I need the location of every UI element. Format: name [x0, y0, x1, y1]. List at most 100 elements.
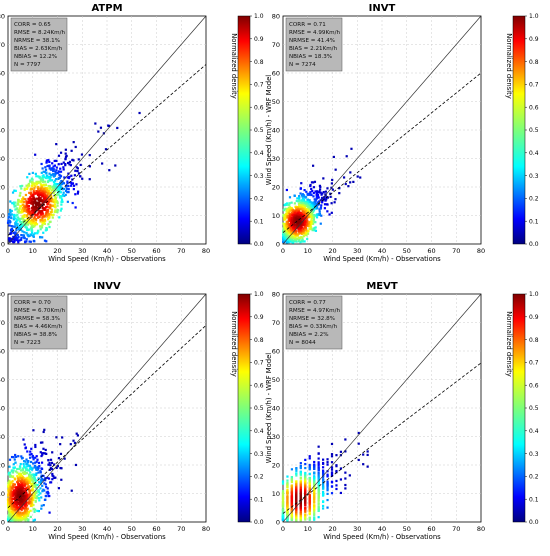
y-tick-label: 30 — [272, 433, 280, 441]
scatter-point-642 — [27, 485, 30, 489]
y-tick-label: 60 — [272, 69, 280, 77]
scatter-point-369 — [56, 188, 59, 192]
y-tick-label: 40 — [272, 404, 280, 412]
scatter-point-701 — [23, 507, 26, 510]
scatter-point-579 — [10, 485, 13, 488]
scatter-point-172 — [19, 462, 22, 466]
scatter-point-199 — [281, 482, 285, 485]
scatter-point-435 — [32, 492, 35, 495]
scatter-point-144 — [40, 504, 43, 507]
scatter-point-44 — [73, 174, 76, 177]
scatter-point-949 — [296, 219, 299, 223]
scatter-point-243 — [286, 479, 289, 482]
scatter-point-307 — [14, 217, 17, 220]
scatter-point-13 — [42, 430, 45, 434]
scatter-point-53 — [317, 191, 320, 194]
scatter-point-545 — [42, 184, 45, 187]
scatter-point-129 — [34, 466, 37, 469]
scatter-point-342 — [18, 519, 21, 522]
scatter-point-820 — [304, 503, 307, 507]
scatter-point-540 — [32, 183, 36, 186]
scatter-point-194 — [9, 220, 12, 223]
y-tick-label: 40 — [272, 126, 280, 134]
scatter-point-93 — [14, 453, 17, 457]
scatter-point-142 — [40, 507, 43, 510]
scatter-point-141 — [25, 240, 28, 243]
x-tick-label: 0 — [6, 525, 10, 533]
scatter-point-188 — [296, 197, 299, 200]
scatter-point-303 — [33, 232, 37, 235]
scatter-point-869 — [38, 210, 42, 213]
scatter-point-18 — [331, 188, 334, 191]
scatter-point-437 — [22, 220, 25, 223]
scatter-point-600 — [301, 208, 304, 211]
scatter-point-13 — [72, 141, 75, 144]
scatter-point-163 — [54, 170, 57, 173]
scatter-point-38 — [64, 158, 67, 161]
colorbar-tick-label: 0.9 — [529, 314, 539, 321]
scatter-point-5 — [94, 122, 97, 125]
scatter-point-24 — [344, 487, 347, 490]
stats-box — [285, 295, 343, 350]
scatter-point-222 — [285, 202, 289, 205]
scatter-point-617 — [46, 190, 49, 193]
scatter-point-722 — [46, 195, 49, 199]
scatter-point-7 — [349, 181, 352, 184]
scatter-point-494 — [41, 223, 44, 227]
scatter-point-133 — [55, 169, 58, 172]
scatter-point-157 — [12, 463, 15, 466]
scatter-point-227 — [48, 172, 51, 175]
scatter-point-735 — [25, 206, 28, 209]
scatter-point-298 — [313, 213, 316, 217]
scatter-point-670 — [299, 484, 302, 488]
scatter-point-160 — [16, 233, 19, 237]
scatter-point-353 — [60, 200, 63, 204]
scatter-point-29 — [59, 151, 63, 154]
scatter-point-839 — [14, 498, 17, 501]
panel-title: MEVT — [366, 281, 398, 292]
scatter-point-294 — [34, 500, 37, 503]
scatter-point-216 — [19, 466, 22, 469]
scatter-point-76 — [71, 182, 75, 185]
scatter-point-457 — [19, 191, 22, 195]
scatter-point-205 — [311, 205, 314, 208]
scatter-point-42 — [34, 443, 37, 447]
y-tick-label: 80 — [272, 290, 280, 298]
scatter-point-297 — [311, 210, 315, 213]
scatter-point-337 — [43, 176, 46, 179]
scatter-point-96 — [316, 201, 320, 204]
scatter-point-615 — [286, 499, 289, 502]
scatter-point-449 — [24, 221, 27, 224]
scatter-point-611 — [307, 221, 310, 224]
scatter-point-405 — [39, 228, 42, 231]
scatter-point-63 — [62, 166, 65, 169]
scatter-point-74 — [323, 207, 327, 210]
scatter-point-882 — [15, 491, 18, 495]
scatter-point-477 — [17, 203, 20, 206]
scatter-point-914 — [19, 490, 22, 493]
scatter-point-363 — [317, 497, 320, 500]
scatter-point-84 — [32, 457, 35, 460]
scatter-point-498 — [284, 215, 287, 218]
scatter-point-26 — [324, 190, 327, 193]
colorbar-tick-label: 0.1 — [254, 496, 264, 503]
scatter-point-623 — [295, 484, 298, 487]
scatter-point-425 — [290, 480, 294, 484]
scatter-point-10 — [339, 450, 343, 453]
scatter-point-403 — [27, 513, 30, 516]
scatter-point-174 — [32, 519, 35, 522]
scatter-point-719 — [289, 225, 292, 229]
scatter-point-282 — [32, 233, 35, 236]
scatter-point-315 — [48, 177, 52, 180]
scatter-point-863 — [30, 198, 33, 201]
scatter-point-71 — [315, 193, 318, 196]
y-tick-label: 20 — [0, 183, 5, 191]
scatter-point-746 — [308, 498, 311, 501]
scatter-point-695 — [303, 213, 307, 216]
scatter-point-222 — [22, 467, 25, 470]
scatter-point-173 — [43, 239, 47, 242]
y-tick-label: 60 — [0, 69, 5, 77]
scatter-points — [281, 147, 362, 244]
scatter-point-284 — [10, 209, 13, 213]
scatter-point-590 — [52, 201, 55, 204]
